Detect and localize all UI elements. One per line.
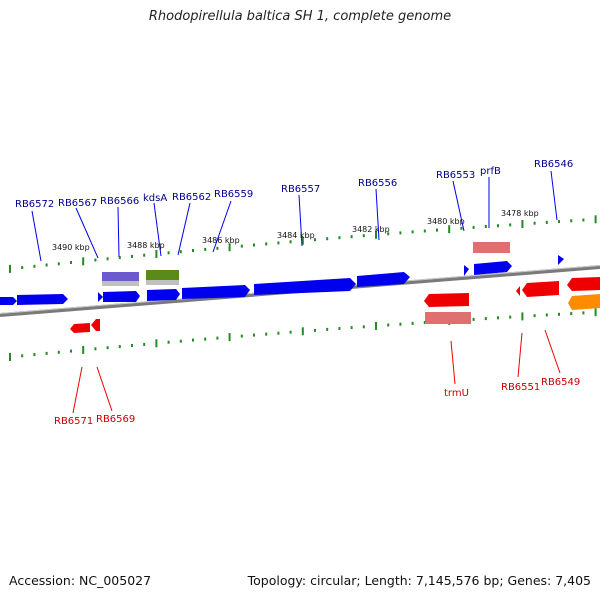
label-rb6557[interactable]: RB6557 [281, 184, 320, 195]
label-rb6566[interactable]: RB6566 [100, 196, 139, 207]
rna-feature-trmU[interactable] [425, 312, 471, 324]
gene-arrow-rb6556[interactable] [357, 272, 410, 287]
label-rb6556[interactable]: RB6556 [358, 178, 397, 189]
label-rb6562[interactable]: RB6562 [172, 192, 211, 203]
gene-arrow-rb6569[interactable] [91, 319, 100, 331]
pseudo-gene-kdsA[interactable] [146, 270, 179, 280]
label-rb6553[interactable]: RB6553 [436, 170, 475, 181]
gene-arrow-rb6551[interactable] [516, 286, 520, 296]
gene-arrow-rb6549[interactable] [522, 281, 559, 297]
rna-feature-rb6567[interactable] [102, 272, 139, 281]
gene-arrow-rb6559[interactable] [182, 285, 250, 299]
gene-arrow-rb6553[interactable] [464, 265, 469, 276]
label-rb6572[interactable]: RB6572 [15, 199, 54, 210]
gene-arrow-trmU[interactable] [424, 293, 469, 307]
label-kdsA[interactable]: kdsA [143, 193, 167, 204]
upper-scale-ticks [9, 215, 597, 273]
tick-label-3486: 3486 kbp [202, 236, 240, 245]
tick-label-3484: 3484 kbp [277, 231, 315, 240]
gene-arrow-fwd[interactable] [0, 297, 17, 305]
label-rb6567[interactable]: RB6567 [58, 198, 97, 209]
tick-label-3480: 3480 kbp [427, 217, 465, 226]
label-rb6551[interactable]: RB6551 [501, 382, 540, 393]
reverse-gene-labels: RB6571 RB6569 trmU RB6551 RB6549 [54, 329, 580, 427]
tick-label-3488: 3488 kbp [127, 241, 165, 250]
gene-arrow-rb6546[interactable] [558, 255, 564, 265]
genome-summary-text: Topology: circular; Length: 7,145,576 bp… [247, 573, 591, 588]
genome-title: Rhodopirellula baltica SH 1, complete ge… [148, 9, 452, 24]
label-trmU[interactable]: trmU [444, 388, 469, 399]
gene-arrow-orange[interactable] [568, 294, 600, 310]
rna-feature-rb6567-shadow [102, 281, 139, 286]
tick-label-3478: 3478 kbp [501, 209, 539, 218]
rna-feature-prfB[interactable] [473, 242, 510, 253]
label-rb6569[interactable]: RB6569 [96, 414, 135, 425]
gene-arrow-rb6572[interactable] [17, 294, 68, 305]
label-rb6546[interactable]: RB6546 [534, 159, 573, 170]
accession-text: Accession: NC_005027 [9, 573, 152, 588]
label-rb6549[interactable]: RB6549 [541, 377, 580, 388]
label-prfB[interactable]: prfB [480, 166, 501, 177]
lower-scale-ticks [9, 308, 597, 361]
gene-arrow-rb6557[interactable] [254, 278, 356, 295]
tick-label-3482: 3482 kbp [352, 225, 390, 234]
gene-arrow-rev-edge[interactable] [567, 277, 600, 291]
label-rb6571[interactable]: RB6571 [54, 416, 93, 427]
gene-arrow-rb6566[interactable] [103, 291, 140, 302]
gene-arrow-kdsA[interactable] [147, 289, 180, 301]
forward-gene-labels: RB6572 RB6567 RB6566 kdsA RB6562 RB6559 … [15, 159, 573, 262]
label-rb6559[interactable]: RB6559 [214, 189, 253, 200]
gene-arrow-prfB[interactable] [474, 261, 512, 275]
gene-arrow-small-fwd[interactable] [98, 292, 103, 302]
pseudo-gene-shadow [146, 280, 179, 285]
tick-label-3490: 3490 kbp [52, 243, 90, 252]
gene-arrow-rb6571[interactable] [70, 323, 90, 333]
